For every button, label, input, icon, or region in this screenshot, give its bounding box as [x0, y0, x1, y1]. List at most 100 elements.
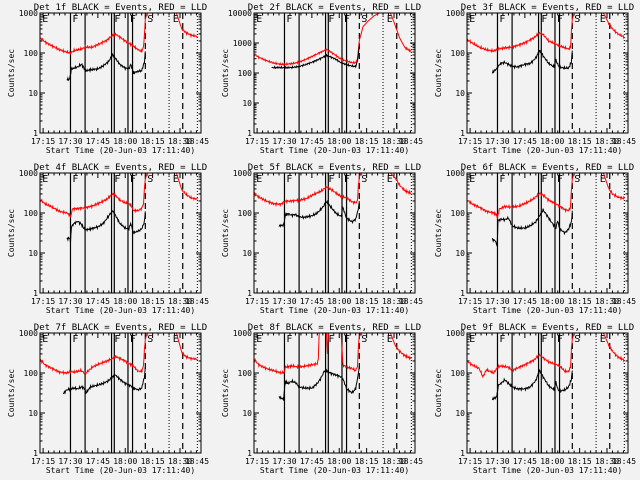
- interval-label: S: [574, 334, 580, 345]
- x-tick-label: 18:45: [185, 457, 209, 466]
- y-axis-label: Counts/sec: [221, 369, 230, 417]
- panel-6: Det 6f BLACK = Events, RED = LLD 1 10 100 10…: [434, 163, 636, 315]
- plot-frame: [466, 172, 629, 294]
- x-tick-label: 18:45: [185, 297, 209, 306]
- series-events-line: [62, 367, 146, 395]
- series-lld-line: [467, 173, 625, 220]
- y-tick-label: 1000: [233, 169, 252, 178]
- x-tick-label: 17:15: [458, 457, 482, 466]
- panel-title: Det 1f BLACK = Events, RED = LLD: [34, 3, 207, 13]
- interval-label: F: [130, 174, 136, 185]
- plot-frame: [253, 332, 416, 454]
- x-tick-label: 17:45: [513, 457, 537, 466]
- x-tick-label: 18:15: [355, 137, 379, 146]
- series-lld-line: [467, 333, 625, 379]
- interval-label: F: [541, 334, 547, 345]
- plot-frame: [253, 12, 416, 134]
- x-tick-label: 18:30: [168, 457, 192, 466]
- interval-label: F: [286, 14, 292, 25]
- interval-label: S: [574, 174, 580, 185]
- y-tick-label: 1: [460, 129, 465, 138]
- interval-label: S: [574, 14, 580, 25]
- x-tick-label: 17:45: [300, 297, 324, 306]
- x-axis-label: Start Time (20-Jun-03 17:11:40): [473, 466, 622, 475]
- panel-5: Det 5f BLACK = Events, RED = LLD 1 10 100 10…: [221, 163, 423, 315]
- x-tick-label: 17:30: [58, 137, 82, 146]
- interval-label: E: [600, 174, 606, 185]
- interval-label: E: [469, 334, 475, 345]
- y-axis-label: Counts/sec: [7, 209, 16, 257]
- interval-label: E: [600, 14, 606, 25]
- x-axis-label: Start Time (20-Jun-03 17:11:40): [46, 466, 195, 475]
- plot-frame: [466, 332, 629, 454]
- interval-markers: [283, 173, 412, 293]
- y-tick-label: 100: [24, 209, 39, 218]
- panel-4: Det 4f BLACK = Events, RED = LLD 1 10 100 10…: [7, 163, 209, 315]
- y-tick-label: 10: [242, 99, 252, 108]
- interval-label: S: [147, 14, 153, 25]
- interval-label: E: [469, 174, 475, 185]
- series-events-line: [492, 368, 573, 401]
- plot-frame: [39, 172, 202, 294]
- panel-8: Det 8f BLACK = Events, RED = LLD 1 10 100 10…: [221, 323, 423, 475]
- interval-markers: [69, 333, 198, 453]
- interval-label: F: [130, 14, 136, 25]
- panel-title: Det 4f BLACK = Events, RED = LLD: [34, 163, 207, 173]
- y-axis-label: Counts/sec: [7, 49, 16, 97]
- interval-label: E: [256, 334, 262, 345]
- x-axis-label: Start Time (20-Jun-03 17:11:40): [473, 306, 622, 315]
- y-tick-label: 100: [451, 369, 466, 378]
- x-tick-label: 17:45: [513, 297, 537, 306]
- x-tick-label: 17:15: [458, 297, 482, 306]
- series-group: [254, 333, 412, 401]
- y-tick-label: 1: [247, 449, 252, 458]
- interval-label: F: [72, 334, 78, 345]
- x-tick-label: 18:45: [612, 457, 636, 466]
- x-axis-label: Start Time (20-Jun-03 17:11:40): [46, 306, 195, 315]
- x-axis-label: Start Time (20-Jun-03 17:11:40): [46, 146, 195, 155]
- y-axis-label: Counts/sec: [221, 209, 230, 257]
- x-tick-label: 17:30: [485, 457, 509, 466]
- y-tick-label: 10: [28, 89, 38, 98]
- y-axis-label: Counts/sec: [7, 369, 16, 417]
- y-tick-label: 100: [451, 209, 466, 218]
- x-tick-label: 17:45: [86, 137, 110, 146]
- panel-title: Det 6f BLACK = Events, RED = LLD: [461, 163, 634, 173]
- interval-label: E: [256, 14, 262, 25]
- x-tick-label: 17:15: [245, 137, 269, 146]
- interval-markers: [69, 173, 198, 293]
- x-tick-label: 18:30: [382, 457, 406, 466]
- interval-label: F: [499, 14, 505, 25]
- x-tick-label: 18:30: [168, 297, 192, 306]
- y-tick-label: 10: [28, 249, 38, 258]
- x-tick-label: 17:15: [31, 297, 55, 306]
- interval-markers: [496, 333, 625, 453]
- interval-label: F: [328, 174, 334, 185]
- interval-label: E: [256, 174, 262, 185]
- series-events-line: [278, 199, 360, 228]
- y-tick-label: 1000: [446, 329, 465, 338]
- interval-label: F: [114, 174, 120, 185]
- series-group: [467, 173, 625, 247]
- series-lld-line: [254, 173, 412, 208]
- y-tick-label: 1: [460, 449, 465, 458]
- x-axis-label: Start Time (20-Jun-03 17:11:40): [260, 146, 409, 155]
- x-tick-label: 17:15: [31, 137, 55, 146]
- y-tick-label: 1000: [446, 9, 465, 18]
- x-tick-label: 18:00: [113, 297, 137, 306]
- y-tick-label: 10: [242, 249, 252, 258]
- x-tick-label: 17:45: [86, 457, 110, 466]
- x-tick-label: 18:45: [612, 137, 636, 146]
- y-tick-label: 1: [247, 289, 252, 298]
- x-tick-label: 17:30: [272, 457, 296, 466]
- y-axis-label: Counts/sec: [434, 49, 443, 97]
- interval-label: S: [147, 334, 153, 345]
- interval-label: F: [114, 14, 120, 25]
- interval-label: E: [600, 334, 606, 345]
- y-axis-label: Counts/sec: [221, 49, 230, 97]
- panel-1: Det 1f BLACK = Events, RED = LLD 1 10 100 10…: [7, 3, 209, 155]
- interval-label: F: [114, 334, 120, 345]
- x-tick-label: 18:15: [141, 137, 165, 146]
- plot-frame: [39, 12, 202, 134]
- y-tick-label: 10: [455, 409, 465, 418]
